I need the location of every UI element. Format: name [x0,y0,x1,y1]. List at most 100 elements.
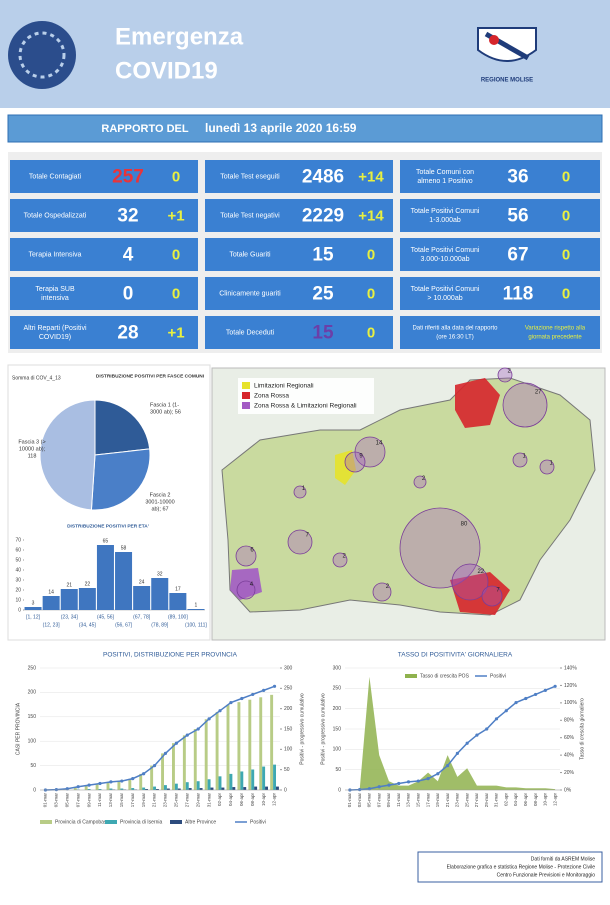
bar-value-label: 58 [121,545,127,551]
stat-delta: +1 [167,207,184,224]
map-bubble-label: 80 [461,522,468,528]
x-tick-label: (45, 56] [97,614,115,620]
chart-title: DISTRIBUZIONE POSITIVI PER FASCE COMUNI [96,373,205,379]
y-tick-label: 100 [333,747,342,753]
line-marker [87,784,90,787]
stat-label: Totale Positivi Comuni [411,247,480,254]
stat-delta: 0 [367,285,375,302]
x-tick-label: 13-mar [108,793,113,808]
y2-tick-label: 100 [284,747,293,753]
x-tick-label: [1, 12] [26,614,41,620]
stat-label: Totale Comuni con [416,169,474,176]
bar [187,609,204,610]
y2-tick-label: 0% [564,787,572,793]
x-tick-label: 04-apr [228,793,233,807]
line-marker [554,685,557,688]
stat-label: Totale Ospedalizzati [24,212,87,219]
line-marker [514,701,517,704]
bar-value-label: 17 [175,586,181,592]
y-axis-label: Positivi - progressivo cumulativo [320,693,326,765]
line-marker [55,788,58,791]
bar [205,719,208,790]
bar [251,770,254,790]
y-tick-label: 30 [15,577,21,583]
line-marker [358,788,361,791]
footer-line: Dati forniti da ASREM Molise [531,856,595,862]
stat-label: Totale Positivi Comuni [411,286,480,293]
y2-tick-label: 40% [564,752,575,758]
legend-swatch [170,820,182,824]
x-tick-label: 10-apr [261,793,266,807]
x-tick-label: 29-mar [484,793,489,808]
legend-label: Tasso di crescita POS [420,673,470,679]
y-tick-label: 300 [333,665,342,671]
line-marker [407,780,410,783]
bar-value-label: 1 [195,602,198,608]
x-tick-label: 15-mar [415,793,420,808]
y-tick-label: 70 [15,537,21,543]
line-marker [109,780,112,783]
y2-tick-label: 0 [284,787,287,793]
x-tick-label: (12, 23] [43,622,61,628]
footer-line: Elaborazione grafica e statistica Region… [447,864,596,870]
x-tick-label: 01-mar [347,793,352,808]
line-marker [131,777,134,780]
x-tick-label: 21-mar [445,793,450,808]
x-tick-label: (67, 78] [133,614,151,620]
stat-value: 28 [117,323,138,344]
stat-delta: +1 [167,324,184,341]
legend-label: Provincia di Campobasso [55,819,112,825]
title-line: Emergenza [115,23,244,50]
y2-tick-label: 80% [564,718,575,724]
stat-value: 4 [123,245,134,266]
x-tick-label: (34, 45] [79,622,97,628]
report-label: RAPPORTO DEL [101,123,188,135]
y2-tick-label: 100% [564,700,577,706]
x-tick-label: 07-mar [75,793,80,808]
bar [265,787,268,790]
line-marker [534,693,537,696]
line-marker [456,752,459,755]
stat-label: Totale Test negativi [220,212,280,219]
pie-label: 10000 ab); [19,446,46,452]
stat-label: 3.000-10.000ab [420,256,469,263]
legend-swatch [105,820,117,824]
x-tick-label: 03-mar [54,793,59,808]
x-tick-label: 12-apr [552,793,557,807]
bar-value-label: 32 [157,571,163,577]
bar [153,787,156,790]
y-tick-label: 0 [18,607,21,613]
x-tick-label: 11-mar [396,793,401,807]
y2-tick-label: 20% [564,770,575,776]
y2-tick-label: 120% [564,683,577,689]
x-tick-label: 06-apr [239,793,244,807]
map-legend-label: Limitazioni Regionali [254,383,314,390]
x-tick-label: 13-mar [406,793,411,808]
bar [164,785,167,790]
y-tick-label: 250 [333,686,342,692]
bar [97,545,114,610]
bar [61,589,78,610]
stat-value: 0 [123,284,134,305]
line-marker [273,685,276,688]
bar [194,729,197,790]
chart-title: POSITIVI, DISTRIBUZIONE PER PROVINCIA [103,652,238,659]
pie-label: Fascia 3 (> [18,439,45,445]
y-tick-label: 250 [28,665,37,671]
pie-label: 3000 ab); 56 [150,409,181,415]
line-marker [207,717,210,720]
y-axis-label: CASI PER PROVINCIA [15,702,21,755]
x-tick-label: 17-mar [425,793,430,808]
stat-value: 15 [312,245,334,266]
bar [237,702,240,790]
bar-value-label: 21 [66,582,72,588]
line-marker [495,717,498,720]
x-tick-label: 12-apr [272,793,277,807]
y2-tick-label: 150 [284,726,293,732]
x-tick-label: 27-mar [474,793,479,808]
stat-value: 2229 [302,206,344,227]
x-tick-label: 23-mar [163,793,168,808]
map-bubble-label: 27 [535,389,542,395]
x-tick-label: 05-mar [367,793,372,808]
